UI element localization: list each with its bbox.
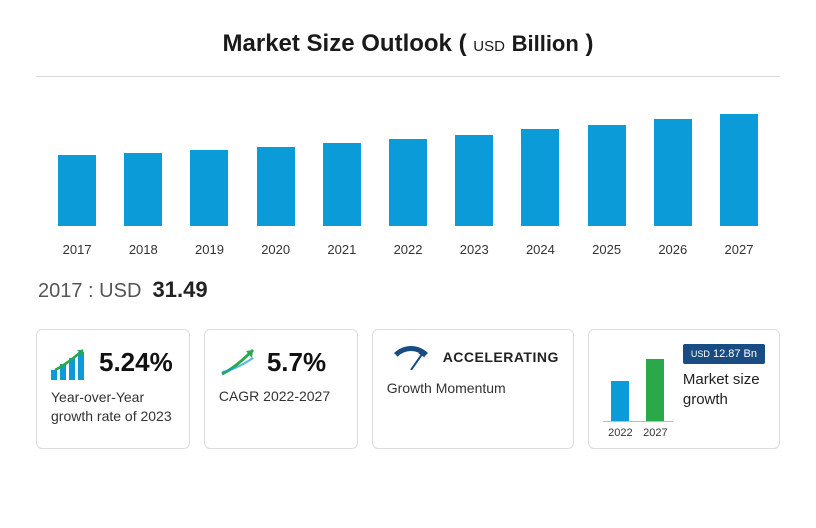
bar: [588, 125, 626, 226]
bar-wrap: [574, 77, 640, 226]
marketsize-label: Market size growth: [683, 370, 765, 409]
bar-wrap: [309, 77, 375, 226]
x-axis-labels: 2017201820192020202120222023202420252026…: [36, 234, 780, 257]
infographic-root: Market Size Outlook ( USD Billion ) 2017…: [0, 0, 816, 469]
callout-value: 31.49: [153, 277, 208, 302]
bar-wrap: [375, 77, 441, 226]
x-label: 2027: [706, 242, 772, 257]
title-unit-prefix: USD: [473, 38, 505, 55]
bar: [257, 147, 295, 226]
momentum-label: Growth Momentum: [387, 380, 559, 396]
bar: [124, 153, 162, 226]
bar: [58, 155, 96, 226]
callout-currency: USD: [99, 280, 141, 302]
momentum-accel: ACCELERATING: [443, 349, 559, 365]
yoy-label: Year-over-Year growth rate of 2023: [51, 388, 175, 426]
mini-bar-chart: 2022 2027: [603, 344, 673, 422]
arrow-up-icon: [53, 344, 89, 374]
x-label: 2024: [507, 242, 573, 257]
x-label: 2019: [176, 242, 242, 257]
x-label: 2017: [44, 242, 110, 257]
title-unit: Billion: [512, 31, 579, 56]
bar-wrap: [110, 77, 176, 226]
title-main: Market Size Outlook: [223, 30, 452, 57]
mini-start-year: 2022: [608, 427, 632, 439]
cagr-metric: 5.7%: [267, 347, 326, 378]
bar: [190, 150, 228, 227]
mini-bar-end: [646, 359, 664, 421]
cagr-label: CAGR 2022-2027: [219, 388, 343, 404]
growth-badge: USD 12.87 Bn: [683, 344, 765, 364]
callout-text: 2017 : USD 31.49: [38, 277, 780, 303]
bar: [389, 139, 427, 226]
x-label: 2021: [309, 242, 375, 257]
x-label: 2025: [574, 242, 640, 257]
bar: [521, 129, 559, 226]
x-label: 2018: [110, 242, 176, 257]
x-label: 2022: [375, 242, 441, 257]
bar: [455, 135, 493, 226]
gauge-icon: [387, 344, 435, 370]
mini-end-year: 2027: [643, 427, 667, 439]
chart-title: Market Size Outlook ( USD Billion ): [36, 30, 780, 58]
bar-wrap: [706, 77, 772, 226]
bar-wrap: [441, 77, 507, 226]
badge-prefix: USD: [691, 349, 710, 359]
bar: [323, 143, 361, 226]
bar-trend-icon: [51, 344, 91, 380]
bar: [720, 114, 758, 227]
x-label: 2020: [243, 242, 309, 257]
x-label: 2026: [640, 242, 706, 257]
bars-container: [36, 77, 780, 226]
card-marketsize: 2022 2027 USD 12.87 Bn Market size growt…: [588, 329, 780, 449]
bar-wrap: [176, 77, 242, 226]
yoy-metric: 5.24%: [99, 347, 173, 378]
card-momentum: ACCELERATING Growth Momentum: [372, 329, 574, 449]
trend-up-icon: [219, 344, 259, 380]
bar-wrap: [507, 77, 573, 226]
bar-wrap: [44, 77, 110, 226]
title-unit-wrap: ( USD Billion ): [459, 30, 594, 57]
bar-wrap: [640, 77, 706, 226]
card-yoy: 5.24% Year-over-Year growth rate of 2023: [36, 329, 190, 449]
callout-year: 2017: [38, 280, 83, 302]
badge-value: 12.87 Bn: [713, 348, 757, 360]
card-cagr: 5.7% CAGR 2022-2027: [204, 329, 358, 449]
bar-chart: [36, 76, 780, 226]
mini-bar-start: [611, 381, 629, 421]
metric-cards: 5.24% Year-over-Year growth rate of 2023…: [36, 329, 780, 449]
bar: [654, 119, 692, 226]
x-label: 2023: [441, 242, 507, 257]
bar-wrap: [243, 77, 309, 226]
